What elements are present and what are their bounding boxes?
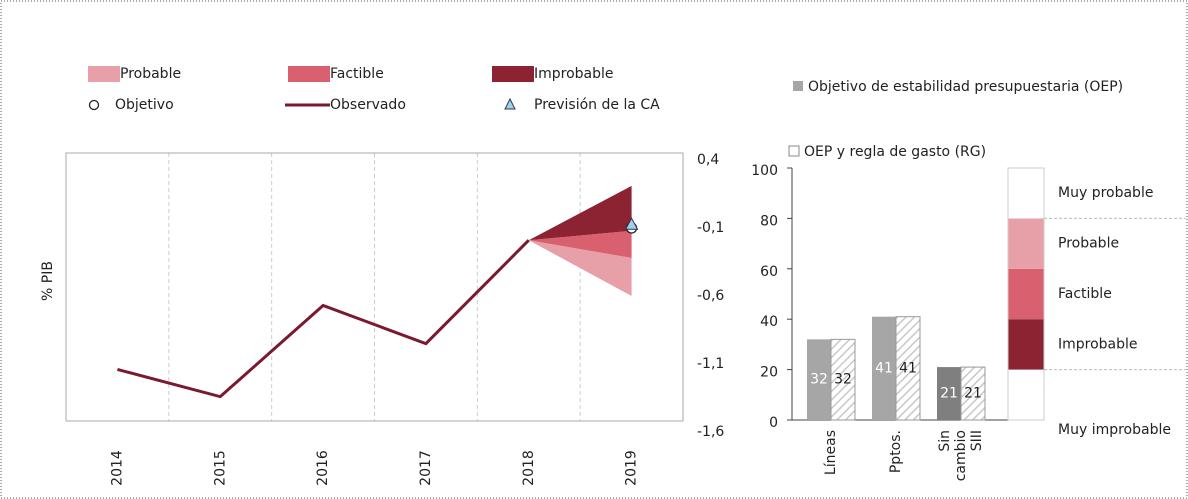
x-tick-label: 2018: [521, 450, 537, 486]
scale-label: Improbable: [1058, 336, 1138, 352]
fan-band: [528, 230, 632, 258]
legend-label: Objetivo de estabilidad presupuestaria (…: [808, 79, 1123, 95]
y-tick-label: -1,1: [697, 356, 724, 372]
legend-swatch: [88, 66, 120, 82]
x-tick-line: cambio: [953, 430, 969, 481]
x-tick-label: Líneas: [823, 430, 839, 475]
bar: [807, 339, 831, 420]
legend-symbol: [88, 99, 100, 111]
y-tick-label: -0,6: [697, 288, 724, 304]
scale-segment: [1008, 268, 1044, 320]
fan-band: [528, 185, 632, 241]
value-label: 21: [940, 386, 958, 402]
scale-segment: [1008, 369, 1044, 420]
y-tick-label: -1,6: [697, 424, 724, 440]
x-tick-line: SIII: [969, 430, 985, 451]
legend-label: Objetivo: [115, 97, 174, 113]
value-label: 32: [834, 372, 852, 388]
y-tick-label: 60: [760, 264, 778, 280]
scale-label: Muy improbable: [1058, 422, 1171, 438]
legend-swatch: [788, 145, 800, 157]
x-tick-line: Líneas: [823, 430, 839, 475]
legend-label: Previsión de la CA: [534, 97, 660, 113]
bar: [895, 316, 921, 421]
bar: [937, 367, 961, 420]
y-tick-label: 20: [760, 365, 778, 381]
y-tick-label: 80: [760, 213, 778, 229]
x-tick-label: 2016: [315, 450, 331, 486]
x-tick-label: SincambioSIII: [937, 430, 985, 481]
legend-label: Factible: [330, 66, 384, 82]
scale-label: Muy probable: [1058, 185, 1153, 201]
value-label: 32: [810, 372, 828, 388]
x-tick-label: 2015: [212, 450, 228, 486]
scale-segment: [1008, 168, 1044, 219]
legend-label: Observado: [330, 97, 406, 113]
y-tick-label: -0,1: [697, 220, 724, 236]
y-tick-label: 100: [751, 163, 778, 179]
x-tick-label: 2017: [418, 450, 434, 486]
legend-swatch: [492, 66, 534, 82]
value-label: 21: [964, 386, 982, 402]
x-tick-line: Pptos.: [888, 430, 904, 473]
scale-segment: [1008, 319, 1044, 370]
scale-label: Probable: [1058, 236, 1119, 252]
legend-label: Improbable: [534, 66, 614, 82]
legend-label: Probable: [120, 66, 181, 82]
y-tick-label: 0,4: [697, 152, 719, 168]
observed-line: [117, 239, 530, 399]
x-tick-label: 2019: [624, 450, 640, 486]
value-label: 41: [875, 360, 893, 376]
legend-symbol: [504, 97, 516, 110]
y-axis-label: % PIB: [40, 261, 56, 301]
forecast-point: [624, 217, 639, 230]
x-tick-label: Pptos.: [888, 430, 904, 473]
scale-segment: [1008, 218, 1044, 269]
scale-border: [1007, 167, 1045, 421]
bar: [872, 316, 896, 420]
y-tick-label: 40: [760, 314, 778, 330]
legend-swatch: [793, 81, 803, 91]
legend-swatch: [288, 66, 330, 82]
scale-label: Factible: [1058, 286, 1112, 302]
y-tick-label: 0: [769, 415, 778, 431]
value-label: 41: [899, 360, 917, 376]
legend-label: OEP y regla de gasto (RG): [804, 144, 986, 160]
fan-band: [528, 240, 632, 296]
bar: [960, 366, 986, 421]
plot-area: [65, 152, 684, 422]
x-tick-line: Sin: [937, 430, 953, 452]
x-tick-label: 2014: [109, 450, 125, 486]
bar: [830, 338, 856, 421]
